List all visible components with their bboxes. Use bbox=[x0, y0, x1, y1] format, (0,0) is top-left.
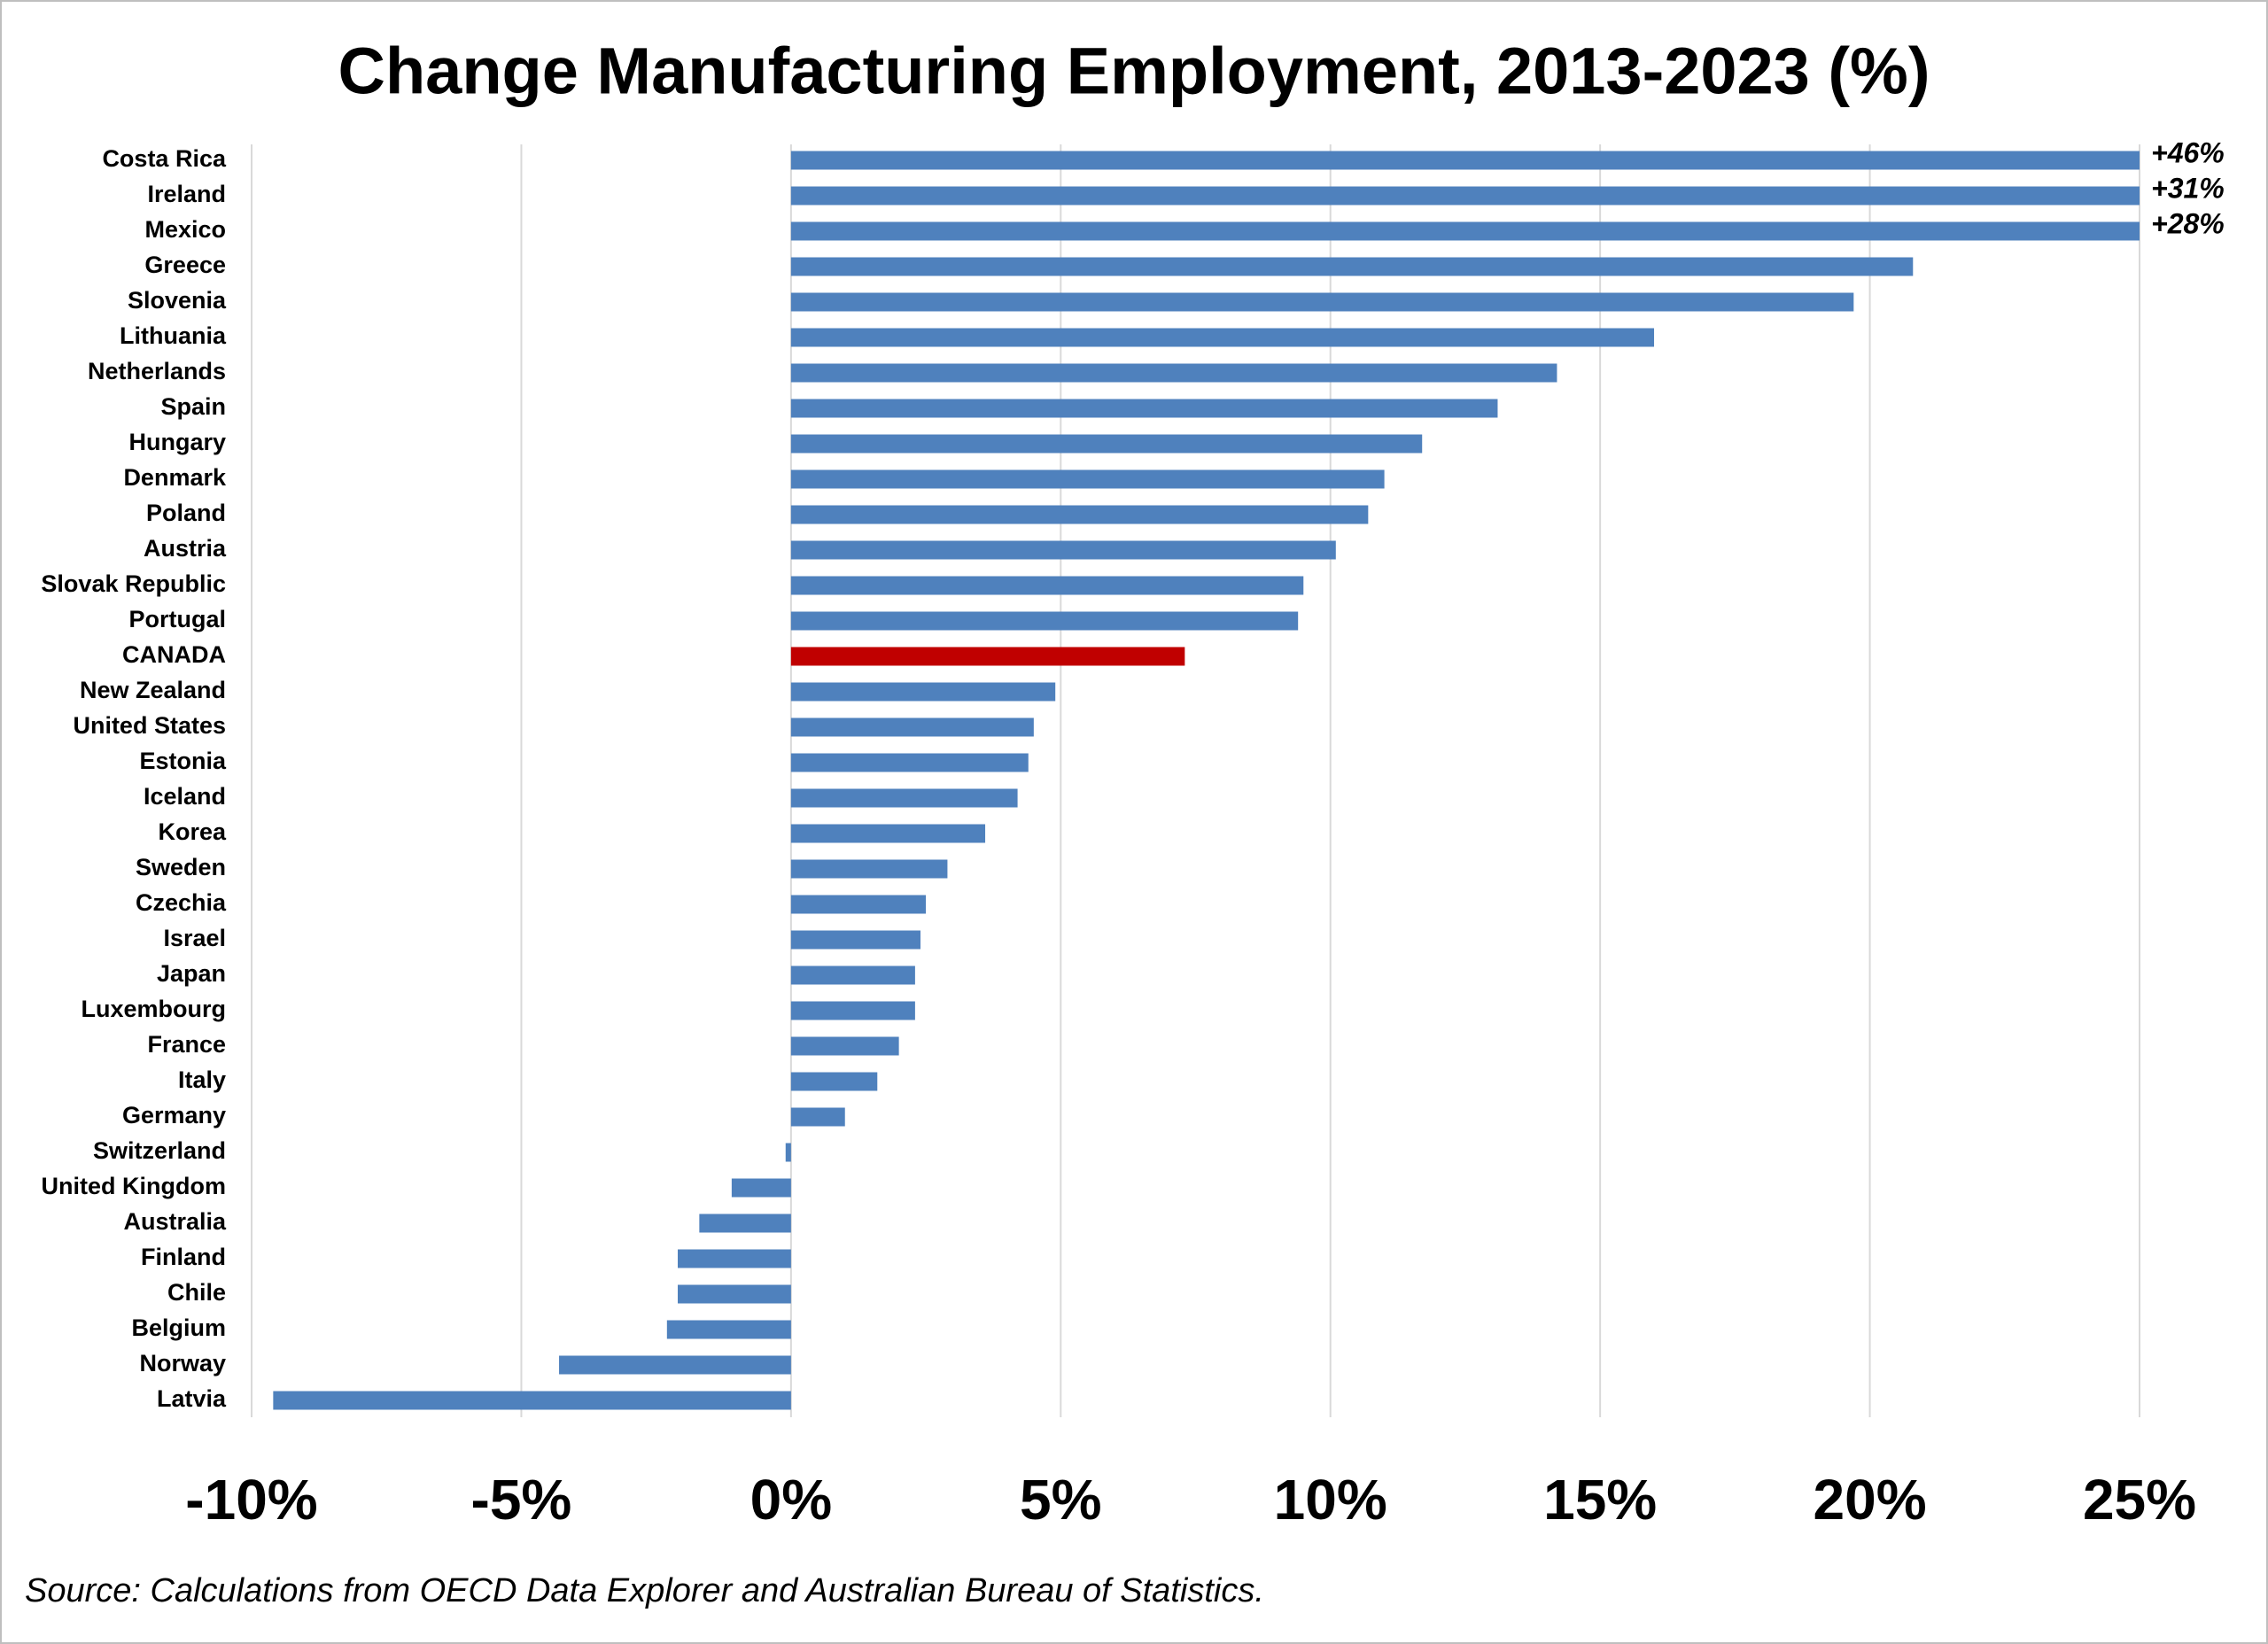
y-tick-label: Israel bbox=[163, 925, 226, 951]
bar bbox=[790, 186, 2140, 206]
y-tick-label: Sweden bbox=[136, 854, 226, 880]
y-tick-label: Denmark bbox=[123, 464, 227, 491]
x-tick-label: 15% bbox=[1543, 1468, 1657, 1532]
y-tick-label: Czechia bbox=[136, 889, 227, 916]
y-tick-label: Ireland bbox=[147, 181, 226, 207]
y-tick-label: France bbox=[147, 1031, 226, 1058]
bar bbox=[666, 1320, 791, 1339]
y-tick-label: Korea bbox=[158, 818, 227, 845]
bar bbox=[790, 363, 1557, 383]
value-label: +31% bbox=[2151, 172, 2225, 204]
bar bbox=[677, 1249, 791, 1268]
bar bbox=[790, 1036, 899, 1056]
bar bbox=[790, 895, 927, 914]
y-tick-label: New Zealand bbox=[80, 677, 226, 703]
labels: -10% -5% 0% 5% 10% 15% 20% 25% Costa Rica +46% Ire… bbox=[41, 136, 2224, 1531]
x-tick-label: -10% bbox=[185, 1468, 317, 1532]
y-tick-label: Australia bbox=[123, 1208, 227, 1235]
bar bbox=[677, 1284, 791, 1304]
y-tick-label: Iceland bbox=[144, 783, 226, 810]
chart-title: Change Manufacturing Employment, 2013-20… bbox=[338, 35, 1930, 108]
y-tick-label: Spain bbox=[160, 393, 226, 420]
bar bbox=[790, 824, 986, 843]
y-tick-label: Slovak Republic bbox=[41, 570, 226, 597]
y-tick-label: Austria bbox=[144, 535, 227, 562]
y-tick-label: Norway bbox=[139, 1350, 226, 1376]
y-tick-label: United Kingdom bbox=[42, 1173, 226, 1199]
y-tick-label: Chile bbox=[167, 1279, 226, 1306]
bar bbox=[790, 434, 1423, 454]
x-tick-label: 25% bbox=[2083, 1468, 2196, 1532]
bar bbox=[790, 328, 1655, 347]
y-tick-label: Switzerland bbox=[93, 1137, 226, 1164]
y-tick-label: Italy bbox=[178, 1066, 226, 1093]
y-tick-label: Hungary bbox=[128, 429, 226, 455]
y-tick-label: Greece bbox=[144, 252, 226, 278]
x-tick-label: 5% bbox=[1020, 1468, 1102, 1532]
bar bbox=[790, 965, 915, 985]
bar bbox=[790, 257, 1914, 276]
bar bbox=[790, 647, 1185, 666]
y-tick-label: United States bbox=[73, 712, 226, 739]
bar bbox=[699, 1214, 791, 1233]
bar bbox=[790, 1107, 845, 1127]
x-tick-label: 10% bbox=[1274, 1468, 1387, 1532]
bar bbox=[790, 151, 2140, 170]
x-tick-label: -5% bbox=[471, 1468, 572, 1532]
bars bbox=[273, 151, 2140, 1410]
y-tick-label: Costa Rica bbox=[102, 145, 227, 172]
bar bbox=[559, 1355, 791, 1375]
y-tick-label: Germany bbox=[122, 1102, 226, 1128]
bar bbox=[790, 859, 948, 879]
bar bbox=[790, 788, 1018, 808]
y-tick-label: Lithuania bbox=[120, 322, 227, 349]
y-tick-label: Mexico bbox=[144, 216, 226, 243]
bar bbox=[790, 576, 1304, 595]
x-tick-label: 20% bbox=[1814, 1468, 1927, 1532]
bar bbox=[790, 221, 2140, 241]
bar bbox=[790, 611, 1299, 631]
bar bbox=[790, 505, 1369, 524]
bar bbox=[790, 1001, 915, 1020]
bar bbox=[785, 1143, 791, 1162]
bar bbox=[790, 753, 1029, 772]
bar bbox=[790, 930, 920, 950]
bar bbox=[731, 1178, 791, 1198]
y-tick-label: Luxembourg bbox=[81, 996, 226, 1022]
bar bbox=[790, 292, 1854, 312]
bar bbox=[790, 469, 1385, 489]
grid bbox=[251, 144, 2140, 1417]
value-label: +46% bbox=[2151, 136, 2225, 168]
y-tick-label: Finland bbox=[141, 1244, 226, 1270]
source-note: Source: Calculations from OECD Data Expl… bbox=[25, 1572, 1264, 1609]
value-label: +28% bbox=[2151, 207, 2225, 239]
bar bbox=[273, 1391, 791, 1410]
x-tick-label: 0% bbox=[750, 1468, 833, 1532]
bar bbox=[790, 540, 1336, 560]
y-tick-label: Latvia bbox=[157, 1385, 227, 1412]
bar bbox=[790, 717, 1034, 737]
y-tick-label: Portugal bbox=[128, 606, 226, 632]
y-tick-label: Estonia bbox=[139, 748, 227, 774]
y-tick-label: CANADA bbox=[122, 641, 226, 668]
y-tick-label: Japan bbox=[157, 960, 226, 987]
bar bbox=[790, 1072, 878, 1091]
y-tick-label: Poland bbox=[146, 500, 226, 526]
bar bbox=[790, 682, 1056, 702]
y-tick-label: Netherlands bbox=[88, 358, 226, 384]
y-tick-label: Belgium bbox=[131, 1314, 226, 1341]
y-tick-label: Slovenia bbox=[128, 287, 227, 314]
bar bbox=[790, 399, 1498, 418]
